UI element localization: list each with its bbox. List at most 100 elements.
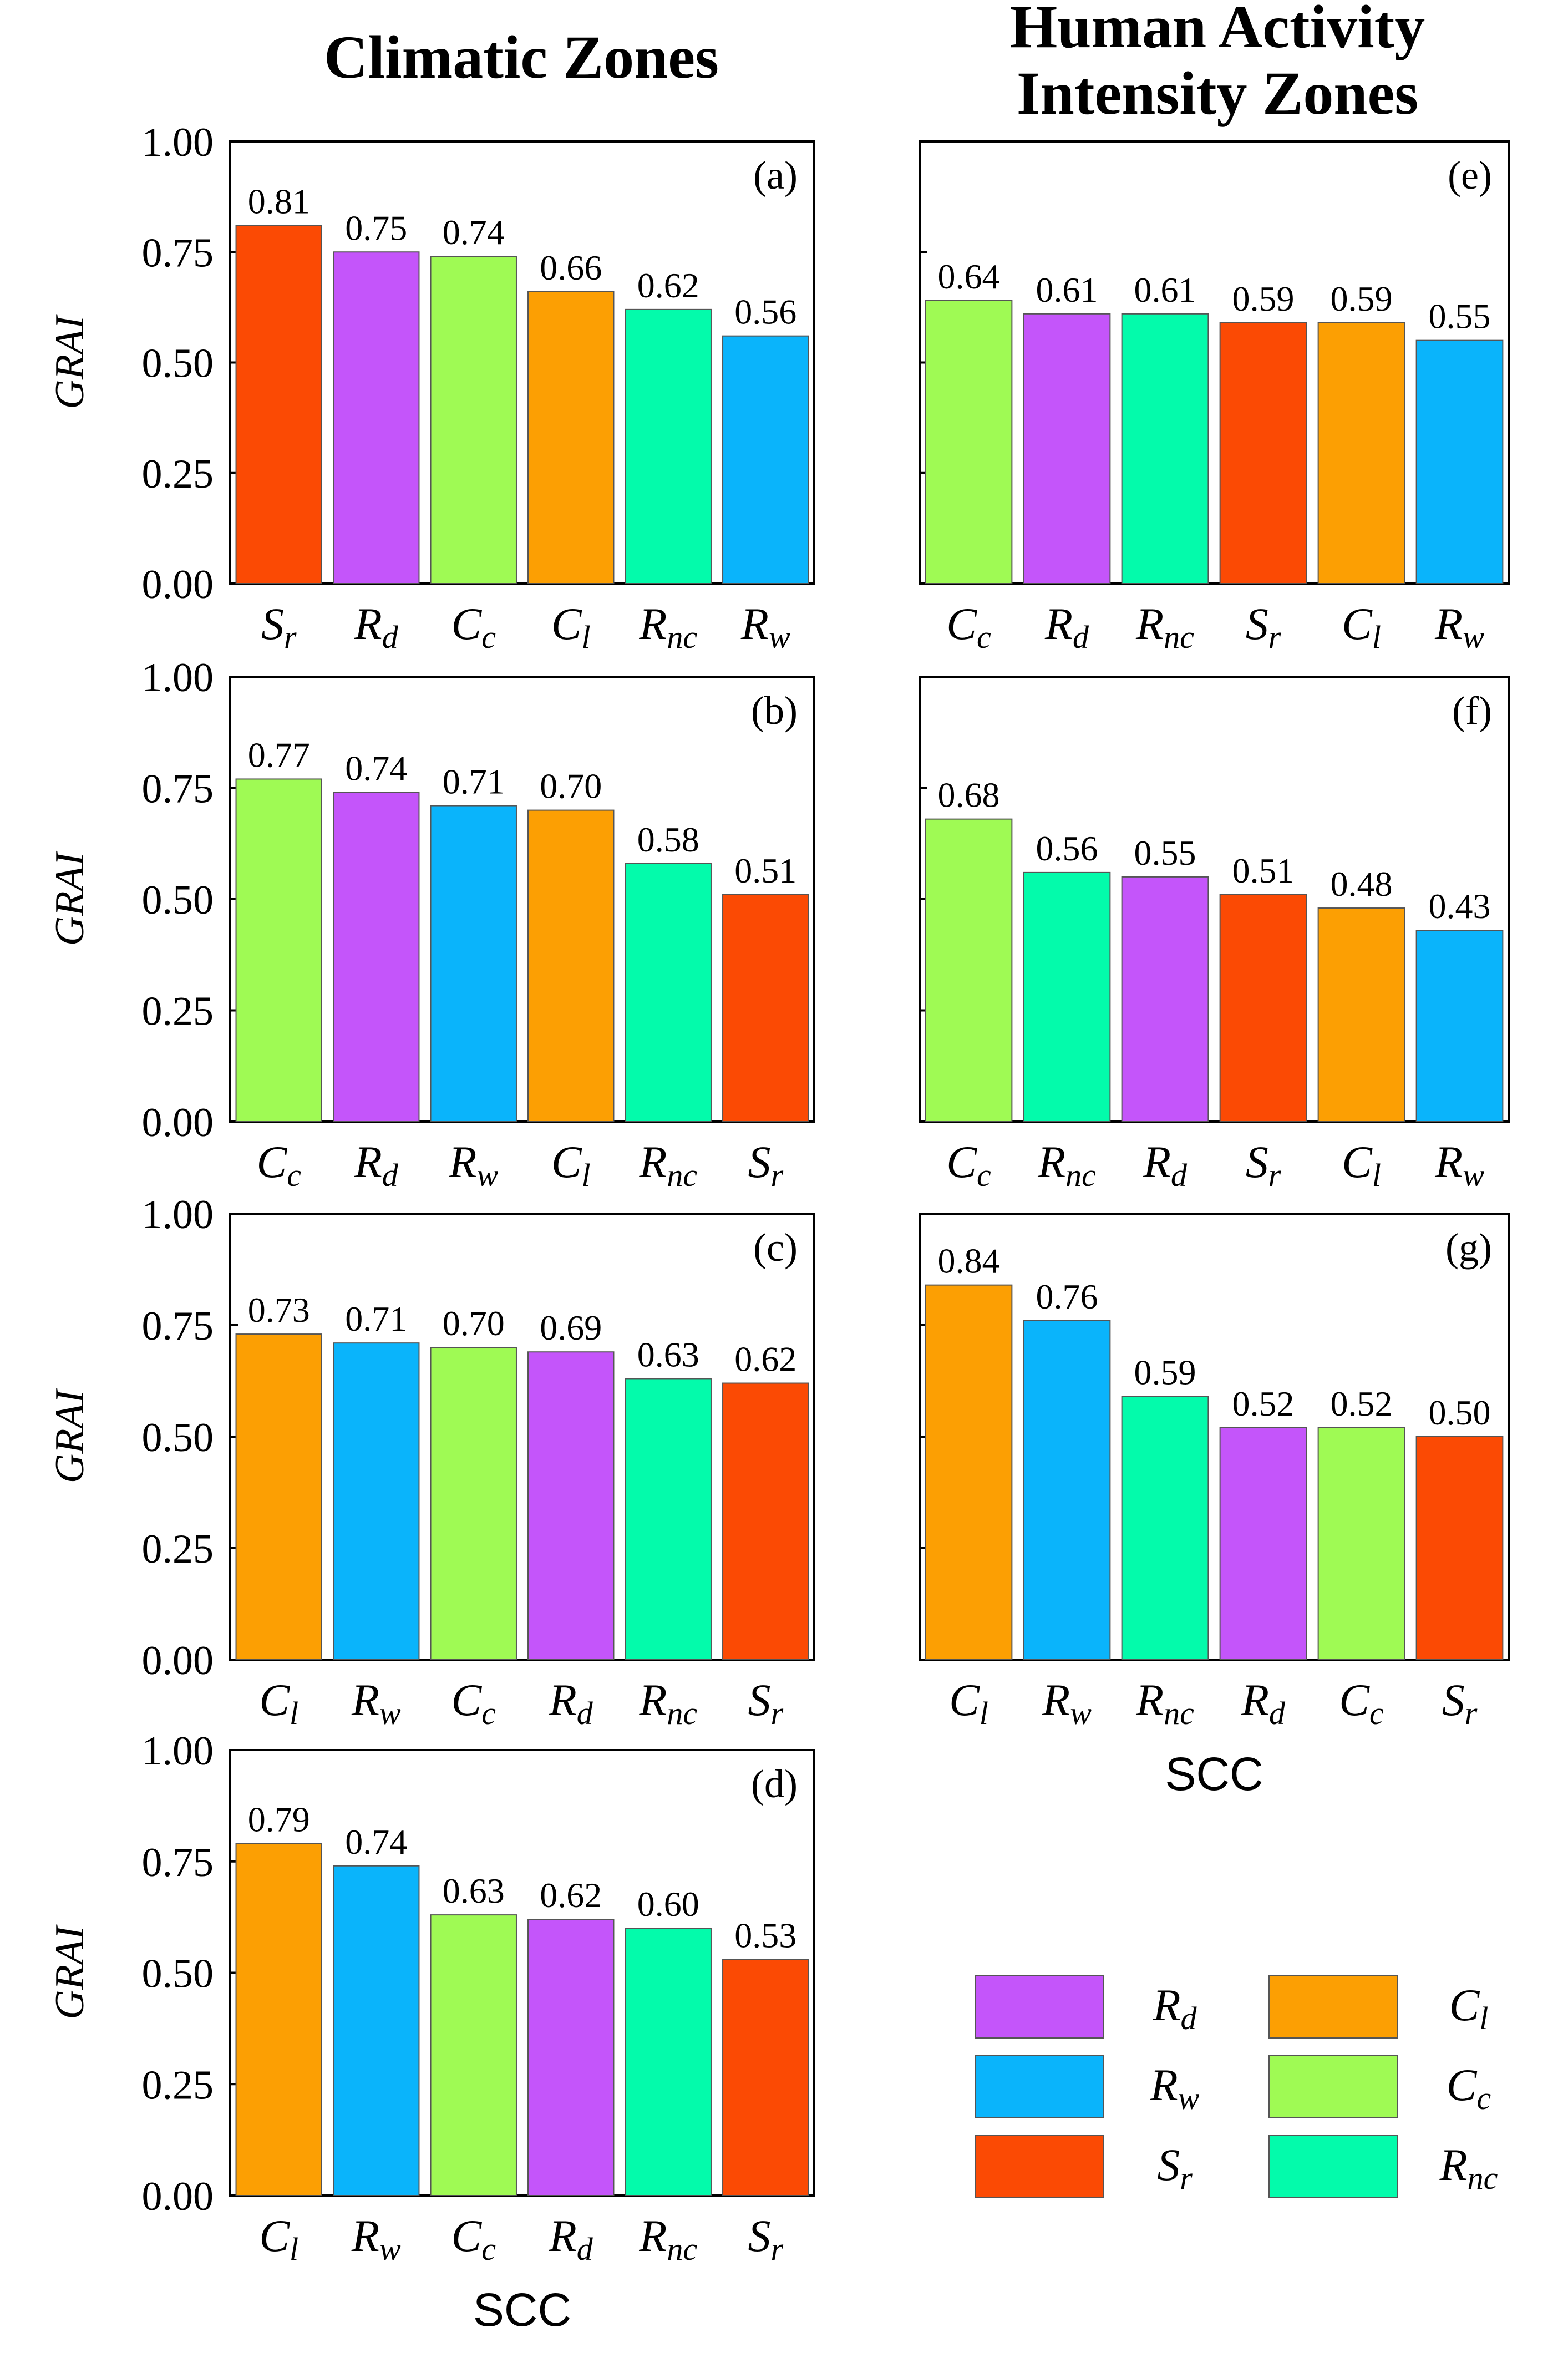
- y-axis-label: GRAI: [47, 314, 93, 409]
- x-tick-label-Cl: Cl: [1342, 599, 1381, 655]
- bar-Cl: [527, 809, 615, 1122]
- legend: Rd Cl Rw Cc Sr Rnc: [975, 1975, 1498, 2198]
- data-label: 0.74: [345, 1822, 407, 1862]
- bar-Cl: [527, 291, 615, 584]
- bar-Rnc: [1023, 871, 1111, 1122]
- data-label: 0.75: [345, 208, 407, 247]
- bar-Rd: [527, 1351, 615, 1660]
- data-label: 0.51: [1232, 851, 1295, 890]
- bar-Cc: [430, 1914, 517, 2197]
- data-label: 0.79: [248, 1800, 310, 1839]
- data-label: 0.64: [938, 257, 1000, 296]
- legend-item-Cc: Cc: [1268, 2055, 1491, 2118]
- y-tick-label: 0.75: [142, 1304, 214, 1349]
- y-tick-label: 0.50: [142, 1415, 214, 1461]
- data-label: 0.58: [637, 820, 699, 859]
- bar-Rnc: [1121, 1396, 1209, 1660]
- x-tick-label-Cc: Cc: [946, 599, 991, 655]
- x-tick-label-Rw: Rw: [448, 1137, 498, 1193]
- data-label: 0.70: [540, 767, 602, 806]
- y-tick-label: 0.25: [142, 2062, 214, 2108]
- legend-item-Cl: Cl: [1268, 1975, 1489, 2039]
- x-tick-label-Sr: Sr: [261, 599, 297, 655]
- data-label: 0.63: [443, 1871, 505, 1910]
- bar-Rw: [430, 805, 517, 1122]
- data-label: 0.74: [443, 212, 505, 252]
- panel-a: 0.00 0.25 0.50 0.75 1.00 GRAI 0.81 Sr 0.75 Rd 0.74…: [47, 120, 815, 655]
- panels: 0.00 0.25 0.50 0.75 1.00 GRAI 0.81 Sr 0.75 Rd 0.74…: [47, 120, 1510, 2336]
- x-tick-label-Cc: Cc: [451, 599, 496, 655]
- data-label: 0.59: [1232, 279, 1295, 318]
- x-tick-label-Cc: Cc: [257, 1137, 302, 1193]
- bar-Rd: [333, 792, 420, 1122]
- data-label: 0.61: [1134, 270, 1196, 310]
- bar-Rw: [1023, 1320, 1111, 1660]
- data-label: 0.68: [938, 775, 1000, 815]
- x-tick-label-Rw: Rw: [351, 1675, 401, 1731]
- x-axis-label: SCC: [473, 2284, 571, 2336]
- legend-item-Sr: Sr: [975, 2135, 1193, 2198]
- bar-Sr: [1219, 894, 1307, 1122]
- legend-swatch: [975, 2055, 1104, 2118]
- bar-Sr: [1219, 322, 1307, 585]
- panel-g: 0.84 Cl 0.76 Rw 0.59 Rnc 0.52 Rd 0.52 Cc 0.50 Sr (g)…: [919, 1213, 1510, 1800]
- x-tick-label-Sr: Sr: [748, 1137, 783, 1193]
- panel-label: (b): [751, 688, 798, 733]
- data-label: 0.69: [540, 1308, 602, 1347]
- x-tick-label-Rw: Rw: [1042, 1675, 1092, 1731]
- panel-d: 0.00 0.25 0.50 0.75 1.00 GRAI 0.79 Cl 0.74 Rw 0.63…: [47, 1728, 815, 2336]
- panel-label: (d): [751, 1762, 798, 1806]
- bar-Sr: [722, 1959, 809, 2196]
- x-tick-label-Sr: Sr: [748, 1675, 783, 1731]
- bar-Sr: [722, 1382, 809, 1661]
- legend-swatch: [1268, 2135, 1398, 2198]
- bar-Rw: [1415, 930, 1504, 1122]
- panel-b: 0.00 0.25 0.50 0.75 1.00 GRAI 0.77 Cc 0.74 Rd 0.71…: [47, 655, 815, 1193]
- panel-c: 0.00 0.25 0.50 0.75 1.00 GRAI 0.73 Cl 0.71 Rw 0.70…: [47, 1192, 815, 1731]
- bar-Rnc: [625, 1378, 712, 1660]
- x-tick-label-Rd: Rd: [1044, 599, 1089, 655]
- panel-label: (g): [1445, 1225, 1492, 1270]
- x-tick-label-Cl: Cl: [1342, 1137, 1381, 1193]
- y-tick-label: 0.25: [142, 989, 214, 1035]
- legend-label-Cc: Cc: [1447, 2060, 1491, 2116]
- x-tick-label-Rnc: Rnc: [638, 1675, 697, 1731]
- legend-swatch: [1268, 2055, 1398, 2118]
- x-axis-label: SCC: [1165, 1748, 1263, 1800]
- x-tick-label-Rnc: Rnc: [1135, 1675, 1194, 1731]
- x-tick-label-Rnc: Rnc: [1135, 599, 1194, 655]
- y-tick-label: 1.00: [142, 120, 214, 165]
- x-tick-label-Rd: Rd: [549, 2210, 593, 2267]
- y-axis-label: GRAI: [47, 850, 93, 946]
- bar-Rnc: [625, 863, 712, 1122]
- column-title-1-line-0: Human Activity: [1010, 0, 1425, 60]
- data-label: 0.43: [1429, 886, 1491, 926]
- y-tick-label: 0.25: [142, 1527, 214, 1572]
- y-tick-label: 0.00: [142, 1100, 214, 1145]
- bar-Cc: [925, 818, 1013, 1122]
- data-label: 0.84: [938, 1241, 1000, 1281]
- y-tick-label: 0.00: [142, 1638, 214, 1684]
- data-label: 0.61: [1036, 270, 1098, 310]
- x-tick-label-Cc: Cc: [946, 1137, 991, 1193]
- x-tick-label-Sr: Sr: [748, 2210, 783, 2267]
- bar-Rd: [527, 1919, 615, 2196]
- x-tick-label-Cl: Cl: [259, 2210, 298, 2267]
- bar-Rw: [1415, 339, 1504, 585]
- x-tick-label-Rw: Rw: [351, 2210, 401, 2267]
- legend-swatch: [975, 2135, 1104, 2198]
- legend-label-Cl: Cl: [1449, 1980, 1489, 2036]
- x-tick-label-Rw: Rw: [1434, 599, 1484, 655]
- data-label: 0.77: [248, 735, 310, 774]
- bar-Cl: [235, 1333, 322, 1661]
- x-tick-label-Sr: Sr: [1442, 1675, 1478, 1731]
- data-label: 0.60: [637, 1884, 699, 1924]
- bar-Rnc: [625, 1928, 712, 2196]
- data-label: 0.56: [1036, 829, 1098, 868]
- data-label: 0.50: [1429, 1393, 1491, 1432]
- x-tick-label-Cc: Cc: [1339, 1675, 1384, 1731]
- data-label: 0.55: [1429, 297, 1491, 336]
- panel-label: (a): [753, 153, 798, 197]
- bar-Sr: [722, 894, 809, 1122]
